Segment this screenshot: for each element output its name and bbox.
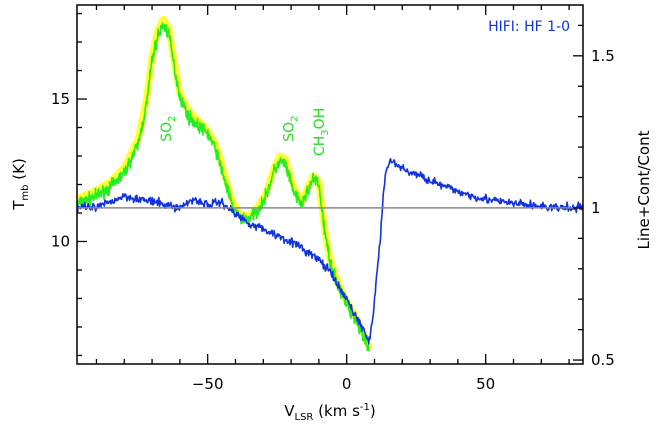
species-annotation: CH3OH — [312, 108, 331, 156]
y-left-tick-label: 10 — [51, 232, 70, 250]
instrument-label: HIFI: HF 1-0 — [488, 19, 570, 35]
species-annotation: SO2 — [281, 116, 300, 142]
axis-ticks: −50 0 50 10 15 0.5 1 1.5 — [51, 5, 615, 393]
series-layer — [77, 15, 583, 352]
y-axis-label-right: Line+Cont/Cont — [635, 130, 653, 249]
y-right-tick-label: 0.5 — [591, 351, 615, 369]
x-axis-label: VLSR (km s-1) — [284, 402, 376, 423]
series-line — [77, 15, 373, 351]
y-axis-label-left: Tmb (K) — [10, 158, 31, 211]
species-annotation: SO2 — [159, 116, 178, 142]
y-right-tick-label: 1 — [591, 199, 601, 217]
line-annotations: SO2 SO2 CH3OH — [159, 108, 331, 156]
y-left-tick-label: 15 — [51, 90, 70, 108]
series-line — [77, 22, 370, 352]
x-tick-label: −50 — [192, 375, 224, 393]
series-line — [77, 158, 583, 345]
y-right-tick-label: 1.5 — [591, 47, 615, 65]
x-tick-label: 0 — [342, 375, 352, 393]
x-tick-label: 50 — [476, 375, 495, 393]
